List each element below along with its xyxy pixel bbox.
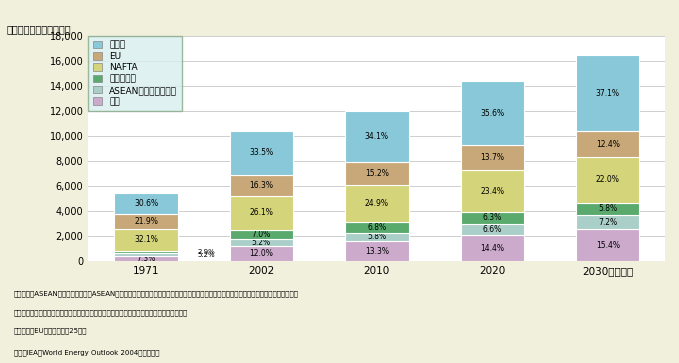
Bar [230, 131, 293, 175]
Text: 13.7%: 13.7% [480, 153, 504, 162]
Bar [576, 131, 640, 157]
Text: 22.0%: 22.0% [595, 175, 620, 184]
Text: （百万トン：石油換算）: （百万トン：石油換算） [7, 25, 71, 35]
Bar [230, 175, 293, 196]
Text: 5.8%: 5.8% [598, 204, 617, 213]
Text: 6.3%: 6.3% [483, 213, 502, 223]
Bar [460, 212, 524, 224]
Text: 15.2%: 15.2% [365, 169, 389, 178]
Bar [230, 230, 293, 239]
Text: 33.5%: 33.5% [249, 148, 274, 158]
Text: 6.8%: 6.8% [367, 223, 386, 232]
Text: 7.0%: 7.0% [252, 230, 271, 239]
Bar [230, 246, 293, 261]
Bar [460, 146, 524, 170]
Bar [230, 196, 293, 230]
Bar [345, 185, 409, 223]
Text: 26.1%: 26.1% [249, 208, 274, 217]
Text: 5.8%: 5.8% [367, 232, 386, 241]
Text: 資料）IEA「World Energy Outlook 2004」より作成: 資料）IEA「World Energy Outlook 2004」より作成 [14, 349, 159, 355]
Bar [460, 81, 524, 146]
Bar [345, 233, 409, 241]
Text: 35.6%: 35.6% [480, 109, 504, 118]
Text: 34.1%: 34.1% [365, 132, 389, 141]
Bar [114, 253, 178, 256]
Text: （注）１　ASEAN・太平洋諸国他：ASEAN、アフガニスタン、北朝鮮、キリバス、サモア、ソロモン諸島、ニューカレドニア、バヌアツ、: （注）１ ASEAN・太平洋諸国他：ASEAN、アフガニスタン、北朝鮮、キリバス… [14, 291, 299, 297]
Legend: その他, EU, NAFTA, 日本・韓国, ASEAN・太平洋諸島他, 中国: その他, EU, NAFTA, 日本・韓国, ASEAN・太平洋諸島他, 中国 [88, 36, 181, 111]
Text: 37.1%: 37.1% [595, 89, 620, 98]
Bar [576, 229, 640, 261]
Text: 5.2%: 5.2% [198, 252, 215, 258]
Text: 32.1%: 32.1% [134, 235, 158, 244]
Text: 16.3%: 16.3% [249, 181, 274, 190]
Text: 15.4%: 15.4% [595, 241, 620, 250]
Text: パプアニューギニア、フィジー、ブータン、仏領ポリネシア、モルディブ: パプアニューギニア、フィジー、ブータン、仏領ポリネシア、モルディブ [14, 309, 188, 315]
Bar [114, 256, 178, 261]
Text: 5.2%: 5.2% [252, 238, 271, 247]
Bar [345, 223, 409, 233]
Text: 24.9%: 24.9% [365, 199, 389, 208]
Bar [345, 162, 409, 185]
Text: 21.9%: 21.9% [134, 217, 158, 226]
Text: ２　EU：現加盟国の25ヶ国: ２ EU：現加盟国の25ヶ国 [14, 327, 87, 334]
Bar [576, 203, 640, 215]
Bar [114, 251, 178, 253]
Bar [345, 111, 409, 162]
Text: 6.6%: 6.6% [483, 225, 502, 234]
Bar [576, 215, 640, 229]
Bar [114, 193, 178, 214]
Text: 13.3%: 13.3% [365, 247, 389, 256]
Bar [114, 229, 178, 251]
Bar [230, 239, 293, 246]
Text: 23.4%: 23.4% [480, 187, 504, 196]
Bar [460, 236, 524, 261]
Bar [345, 241, 409, 261]
Bar [114, 214, 178, 229]
Bar [460, 224, 524, 236]
Text: 7.3%: 7.3% [136, 254, 155, 263]
Text: 12.0%: 12.0% [249, 249, 274, 258]
Text: 12.4%: 12.4% [595, 140, 620, 149]
Text: 14.4%: 14.4% [480, 244, 504, 253]
Bar [576, 55, 640, 131]
Text: 30.6%: 30.6% [134, 199, 158, 208]
Bar [460, 170, 524, 212]
Text: 2.9%: 2.9% [198, 249, 216, 255]
Text: 7.2%: 7.2% [598, 217, 617, 227]
Bar [576, 157, 640, 203]
